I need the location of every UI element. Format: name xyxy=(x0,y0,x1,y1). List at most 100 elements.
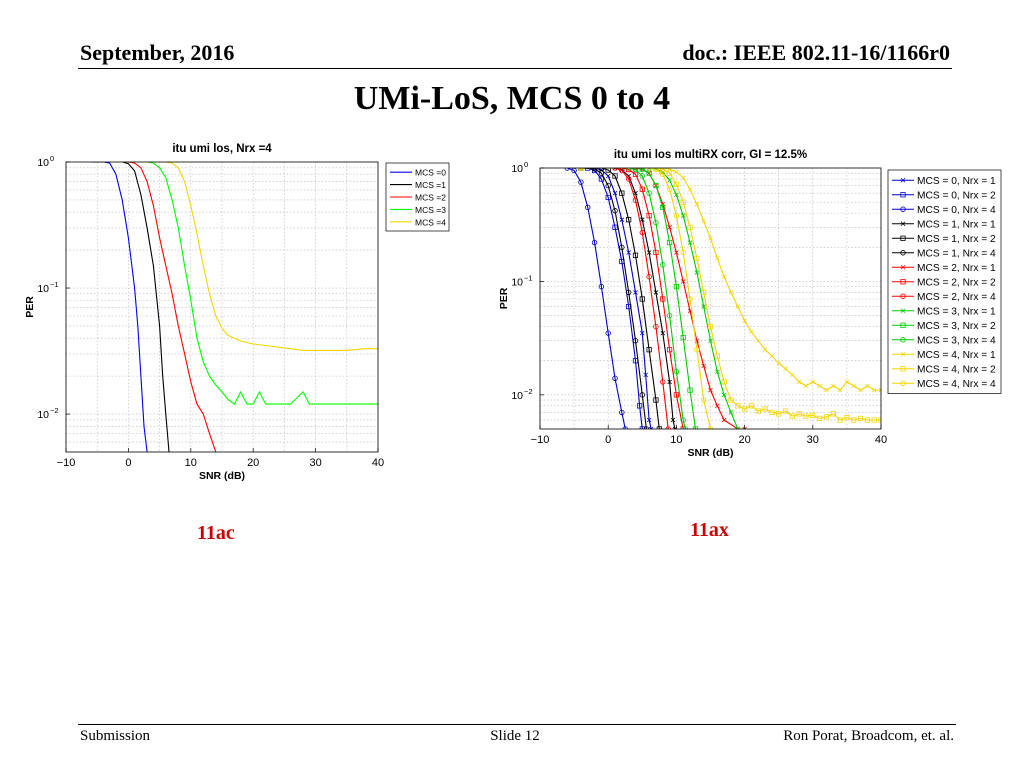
footer-submission: Submission xyxy=(80,728,151,744)
y-tick-exponent: −1 xyxy=(50,280,59,289)
y-tick-base: 10 xyxy=(37,409,49,421)
legend-label-12: MCS = 4, Nrx = 1 xyxy=(917,350,996,361)
legend-marker-9 xyxy=(900,308,906,314)
data-point-1-10-5 xyxy=(660,204,666,210)
x-tick-label: 10 xyxy=(185,457,197,469)
series-line-0-3 xyxy=(103,162,378,405)
data-point-1-13-32 xyxy=(864,417,870,423)
data-point-1-12-32 xyxy=(871,387,877,393)
y-tick-exponent: 0 xyxy=(524,160,528,169)
data-point-1-2-4 xyxy=(591,239,598,246)
data-point-1-5-1 xyxy=(591,168,598,172)
legend-label-7: MCS = 2, Nrx = 2 xyxy=(917,277,996,288)
data-point-1-12-28 xyxy=(844,379,850,385)
data-point-1-13-28 xyxy=(837,417,843,423)
data-point-1-12-6 xyxy=(694,201,700,207)
caption-11ac: 11ac xyxy=(197,522,235,544)
legend-label-9: MCS = 3, Nrx = 1 xyxy=(917,306,996,317)
data-point-1-9-7 xyxy=(687,240,693,245)
data-point-1-6-8 xyxy=(680,279,686,284)
data-point-1-1-3 xyxy=(598,176,604,182)
data-point-1-13-15 xyxy=(748,403,755,409)
y-tick-label: 10 xyxy=(511,276,523,288)
data-point-1-3-1 xyxy=(612,168,618,171)
data-point-1-12-4 xyxy=(680,175,686,181)
y-tick-exponent: −2 xyxy=(524,387,533,396)
data-point-1-13-2 xyxy=(660,168,666,172)
data-point-1-0-11 xyxy=(648,426,654,429)
data-point-1-10-4 xyxy=(653,182,659,189)
data-point-1-11-6 xyxy=(660,262,666,268)
legend-marker-13 xyxy=(900,366,906,372)
data-point-1-3-6 xyxy=(646,250,652,255)
data-point-1-12-21 xyxy=(796,379,802,385)
data-point-1-2-8 xyxy=(619,409,625,416)
data-point-1-13-12 xyxy=(728,397,734,403)
data-point-1-12-29 xyxy=(851,383,857,389)
y-axis-label: PER xyxy=(500,287,510,309)
data-point-1-8-8 xyxy=(660,379,666,385)
data-point-1-1-9 xyxy=(636,403,643,409)
data-point-1-13-13 xyxy=(735,403,741,409)
data-point-1-1-1 xyxy=(585,168,591,171)
legend-marker-2 xyxy=(900,206,906,212)
legend-label-11: MCS = 3, Nrx = 4 xyxy=(917,335,996,346)
data-point-1-5-2 xyxy=(598,170,605,176)
x-tick-label: 40 xyxy=(875,434,887,446)
data-point-1-14-10 xyxy=(707,426,714,429)
data-point-1-5-9 xyxy=(643,426,650,429)
data-point-1-13-6 xyxy=(687,224,693,230)
data-point-1-0-4 xyxy=(612,190,618,196)
data-point-1-12-31 xyxy=(865,383,870,389)
data-point-1-9-1 xyxy=(646,168,652,171)
legend-label-10: MCS = 3, Nrx = 2 xyxy=(917,321,996,332)
legend-marker-11 xyxy=(900,337,906,343)
slide-title: UMi-LoS, MCS 0 to 4 xyxy=(353,80,671,117)
data-point-1-9-5 xyxy=(674,192,679,198)
chart-11ax: itu umi los multiRX corr, GI = 12.5%−10 0… xyxy=(500,149,1002,459)
legend-label-6: MCS = 2, Nrx = 1 xyxy=(917,263,996,274)
data-point-1-13-17 xyxy=(762,406,768,412)
chart-title: itu umi los multiRX corr, GI = 12.5% xyxy=(614,149,807,161)
data-point-1-4-4 xyxy=(619,190,625,196)
y-tick-exponent: −1 xyxy=(524,273,533,282)
data-point-1-0-7 xyxy=(633,290,638,295)
data-point-1-4-6 xyxy=(632,252,639,258)
data-point-1-13-24 xyxy=(810,412,816,418)
data-point-1-2-2 xyxy=(578,179,584,185)
y-tick-label: 10 xyxy=(511,390,523,402)
data-point-1-12-19 xyxy=(783,366,788,371)
data-point-1-3-10 xyxy=(670,417,676,423)
legend-label-3: MCS = 1, Nrx = 1 xyxy=(917,219,996,230)
series-line-0-4 xyxy=(103,162,378,351)
data-point-1-12-17 xyxy=(769,353,775,359)
y-tick-base: 10 xyxy=(37,283,49,295)
x-tick-label: 30 xyxy=(309,457,321,469)
data-point-1-6-13 xyxy=(715,403,720,409)
data-point-1-6-6 xyxy=(667,225,672,230)
data-point-1-0-9 xyxy=(643,372,648,378)
y-tick-label: 10 xyxy=(37,157,49,169)
data-point-1-12-10 xyxy=(721,274,727,280)
data-point-1-12-24 xyxy=(817,383,822,389)
data-point-1-13-8 xyxy=(701,289,707,296)
data-point-1-13-5 xyxy=(680,199,686,205)
data-point-1-13-1 xyxy=(653,168,659,171)
legend-label-3: MCS =3 xyxy=(415,205,446,215)
data-point-1-3-5 xyxy=(640,217,645,222)
x-tick-label: 40 xyxy=(372,457,384,469)
data-point-1-8-9 xyxy=(665,426,671,429)
data-point-1-4-1 xyxy=(598,168,604,171)
data-point-1-4-8 xyxy=(646,347,652,353)
legend-label-13: MCS = 4, Nrx = 2 xyxy=(917,364,996,375)
data-point-1-4-2 xyxy=(605,168,611,173)
data-point-1-11-4 xyxy=(646,190,652,196)
data-point-1-0-8 xyxy=(640,330,645,336)
y-tick-base: 10 xyxy=(511,276,523,288)
data-point-1-13-25 xyxy=(817,415,823,422)
legend-marker-7 xyxy=(900,279,906,285)
data-point-1-9-13 xyxy=(728,410,734,415)
header-rule xyxy=(78,68,952,69)
series-line-1-2 xyxy=(567,168,626,429)
